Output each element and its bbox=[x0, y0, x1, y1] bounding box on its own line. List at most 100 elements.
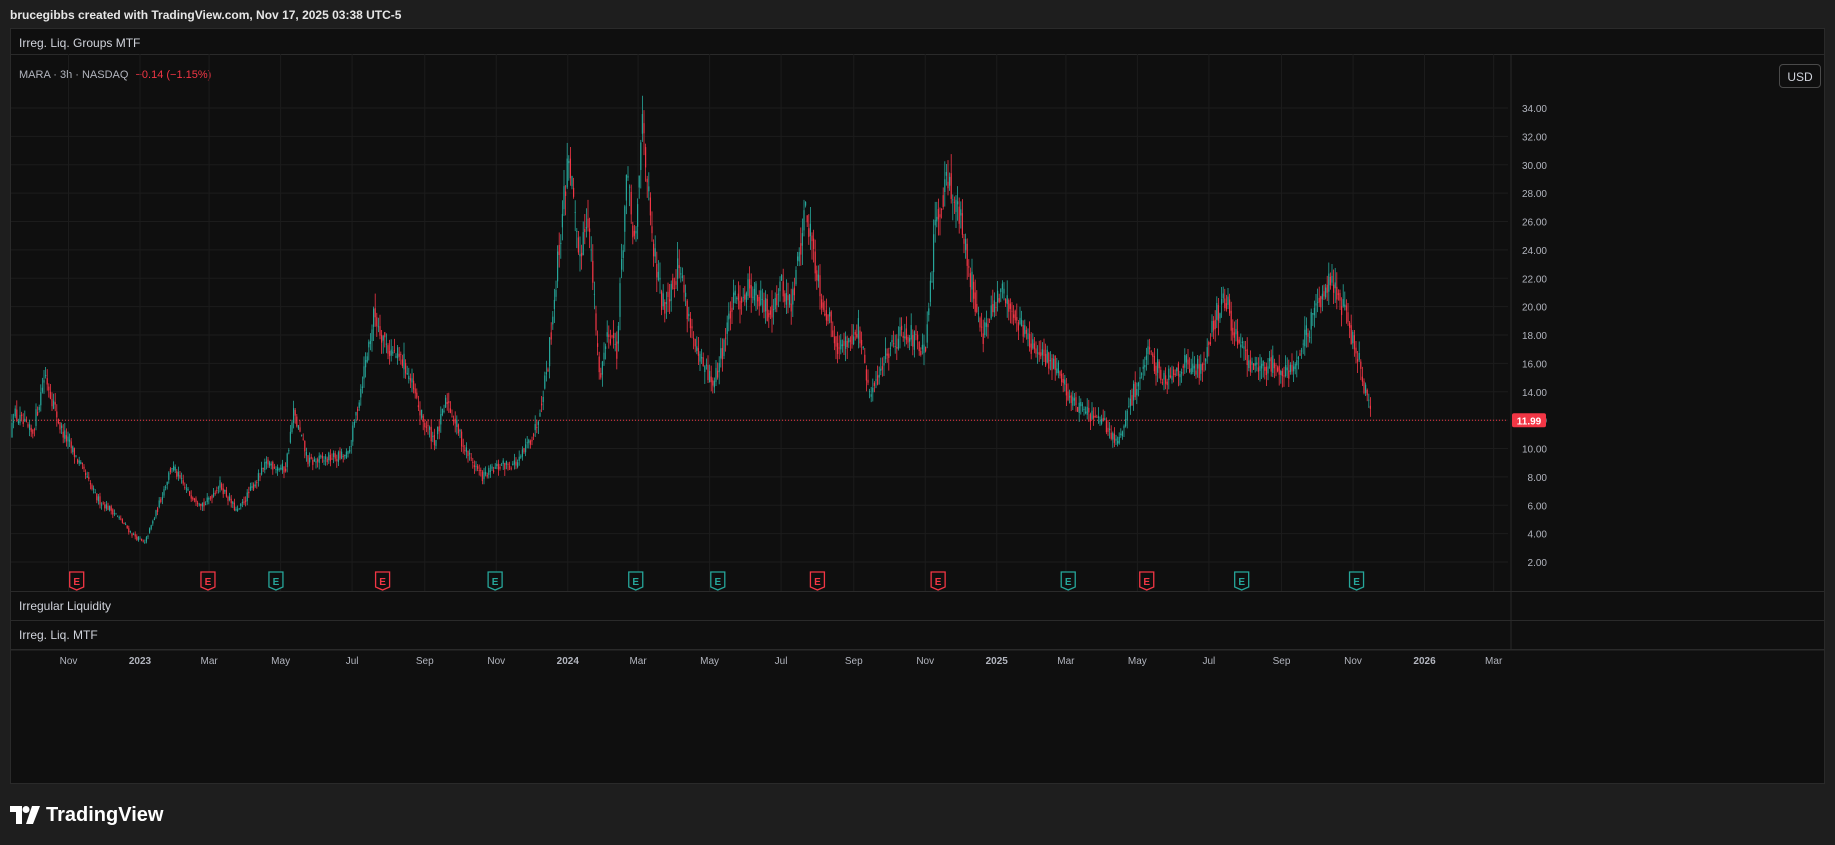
candle-body bbox=[910, 325, 912, 340]
candle-body bbox=[701, 357, 703, 359]
candle-body bbox=[659, 277, 661, 280]
candle-body bbox=[593, 293, 595, 295]
pane-divider-top bbox=[11, 54, 1824, 55]
candle-body bbox=[216, 490, 218, 491]
candle-body bbox=[574, 212, 576, 213]
candle-body bbox=[1009, 303, 1011, 309]
candle-body bbox=[1117, 440, 1119, 444]
candle-body bbox=[345, 451, 347, 458]
candle-body bbox=[267, 459, 269, 465]
indicator-title-top[interactable]: Irreg. Liq. Groups MTF bbox=[19, 36, 141, 50]
candle-body bbox=[1201, 364, 1203, 371]
candle-body bbox=[416, 392, 418, 398]
candle-body bbox=[53, 400, 55, 409]
candle-body bbox=[741, 297, 743, 303]
candle-body bbox=[633, 230, 635, 236]
earnings-marker[interactable]: E bbox=[268, 571, 284, 591]
candle-body bbox=[17, 421, 19, 424]
candle-body bbox=[592, 260, 594, 283]
candle-body bbox=[597, 343, 599, 347]
candle-body bbox=[208, 497, 210, 500]
x-tick-label: 2025 bbox=[986, 656, 1009, 667]
earnings-badge bbox=[374, 571, 391, 591]
currency-button[interactable]: USD bbox=[1779, 64, 1821, 88]
symbol-legend[interactable]: MARA · 3h · NASDAQ −0.14 (−1.15%) bbox=[19, 69, 211, 81]
earnings-marker[interactable]: E bbox=[1139, 571, 1155, 591]
candle-body bbox=[305, 452, 307, 456]
earnings-marker[interactable]: E bbox=[1234, 571, 1250, 591]
candle-body bbox=[398, 353, 400, 357]
candle-body bbox=[1133, 383, 1135, 401]
earnings-label: E bbox=[1065, 577, 1072, 588]
candle-body bbox=[624, 206, 626, 232]
candle-body bbox=[1121, 431, 1123, 437]
candle-body bbox=[1198, 364, 1200, 379]
candle-body bbox=[736, 297, 738, 299]
candle-body bbox=[467, 450, 469, 457]
earnings-badge bbox=[268, 571, 284, 591]
candle-body bbox=[144, 541, 146, 543]
candle-body bbox=[203, 502, 205, 507]
candle-body bbox=[656, 263, 658, 278]
candle-body bbox=[283, 466, 285, 473]
earnings-label: E bbox=[714, 577, 721, 588]
candle-body bbox=[766, 299, 768, 321]
candle-body bbox=[622, 250, 624, 258]
candle-body bbox=[1128, 405, 1130, 407]
candle-body bbox=[1291, 364, 1293, 372]
candle-body bbox=[80, 461, 82, 464]
y-tick-label: 24.00 bbox=[1522, 246, 1547, 257]
candle-body bbox=[1056, 368, 1058, 374]
x-tick-label: Jul bbox=[775, 656, 788, 667]
earnings-marker[interactable]: E bbox=[69, 571, 85, 591]
candle-body bbox=[1253, 363, 1255, 370]
candle-body bbox=[368, 341, 370, 348]
candle-body bbox=[408, 376, 410, 380]
candle-body bbox=[78, 460, 80, 464]
candle-body bbox=[238, 508, 240, 510]
candle-body bbox=[713, 380, 715, 388]
earnings-marker[interactable]: E bbox=[710, 571, 726, 591]
candle-body bbox=[653, 243, 655, 257]
candle-body bbox=[872, 387, 874, 393]
candle-body bbox=[217, 487, 219, 489]
indicator-title-irreg-liq-mtf[interactable]: Irreg. Liq. MTF bbox=[19, 628, 98, 642]
candle-body bbox=[438, 426, 440, 432]
candle-body bbox=[475, 465, 477, 467]
candle-body bbox=[854, 331, 856, 335]
earnings-marker[interactable]: E bbox=[1060, 571, 1076, 591]
indicator-title-irregular-liquidity[interactable]: Irregular Liquidity bbox=[19, 599, 112, 613]
earnings-marker[interactable]: E bbox=[200, 571, 216, 591]
candle-body bbox=[227, 496, 229, 501]
chart-frame[interactable]: Irreg. Liq. Groups MTF MARA · 3h · NASDA… bbox=[10, 28, 1825, 784]
candle-body bbox=[403, 353, 405, 370]
candle-body bbox=[560, 242, 562, 244]
candle-body bbox=[1243, 346, 1245, 349]
candle-body bbox=[795, 269, 797, 285]
candle-body bbox=[326, 458, 328, 463]
candle-body bbox=[489, 470, 491, 472]
candle-body bbox=[107, 505, 109, 510]
earnings-marker[interactable]: E bbox=[930, 571, 946, 591]
earnings-label: E bbox=[935, 577, 942, 588]
candle-body bbox=[609, 339, 611, 344]
candle-body bbox=[473, 465, 475, 468]
candle-body bbox=[694, 338, 696, 347]
candle-body bbox=[590, 249, 592, 251]
candle-body bbox=[603, 352, 605, 360]
candle-body bbox=[1054, 355, 1056, 371]
earnings-marker[interactable]: E bbox=[809, 571, 826, 591]
earnings-marker[interactable]: E bbox=[1348, 571, 1365, 591]
candle-body bbox=[421, 409, 423, 418]
candle-body bbox=[361, 386, 363, 389]
candle-body bbox=[672, 277, 674, 289]
earnings-marker[interactable]: E bbox=[374, 571, 391, 591]
candle-body bbox=[1369, 405, 1371, 409]
candle-body bbox=[773, 308, 775, 311]
candle-body bbox=[600, 373, 602, 378]
earnings-marker[interactable]: E bbox=[487, 571, 503, 591]
earnings-marker[interactable]: E bbox=[628, 571, 644, 591]
candle-body bbox=[1341, 305, 1343, 315]
candle-body bbox=[680, 273, 682, 275]
